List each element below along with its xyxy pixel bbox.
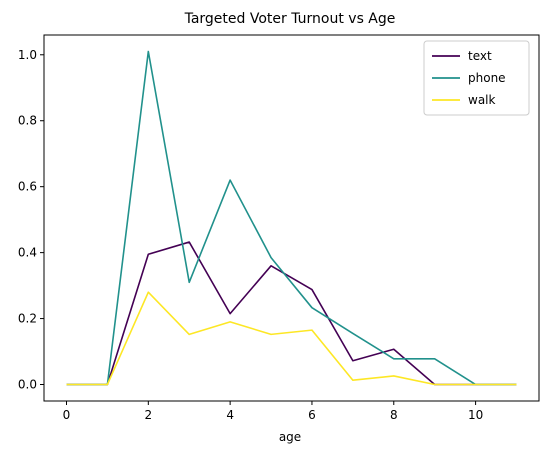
series-layer — [66, 50, 517, 386]
y-tick-label: 0.4 — [18, 246, 37, 260]
x-axis: 0 2 4 6 8 10 — [63, 401, 483, 422]
legend-box — [423, 40, 530, 116]
x-tick-label: 10 — [468, 408, 483, 422]
y-tick-label: 0.8 — [18, 114, 37, 128]
chart-title: Targeted Voter Turnout vs Age — [184, 11, 396, 27]
x-axis-label: age — [279, 430, 301, 444]
legend-label-walk: walk — [468, 93, 496, 107]
x-tick-label: 6 — [308, 408, 316, 422]
series-line-phone — [66, 50, 517, 386]
legend-label-phone: phone — [468, 71, 506, 85]
x-tick-label: 0 — [63, 408, 71, 422]
y-tick-label: 0.6 — [18, 180, 37, 194]
legend-label-text: text — [468, 49, 492, 63]
series-line-text — [66, 241, 517, 386]
series-line-walk — [66, 291, 517, 386]
x-tick-label: 8 — [390, 408, 398, 422]
x-tick-label: 4 — [226, 408, 234, 422]
plot-frame — [43, 34, 540, 402]
legend: text phone walk — [423, 40, 530, 116]
y-tick-label: 0.2 — [18, 312, 37, 326]
y-tick-label: 0.0 — [18, 378, 37, 392]
y-axis: 0.0 0.2 0.4 0.6 0.8 1.0 — [18, 48, 44, 392]
x-tick-label: 2 — [144, 408, 152, 422]
y-tick-label: 1.0 — [18, 48, 37, 62]
